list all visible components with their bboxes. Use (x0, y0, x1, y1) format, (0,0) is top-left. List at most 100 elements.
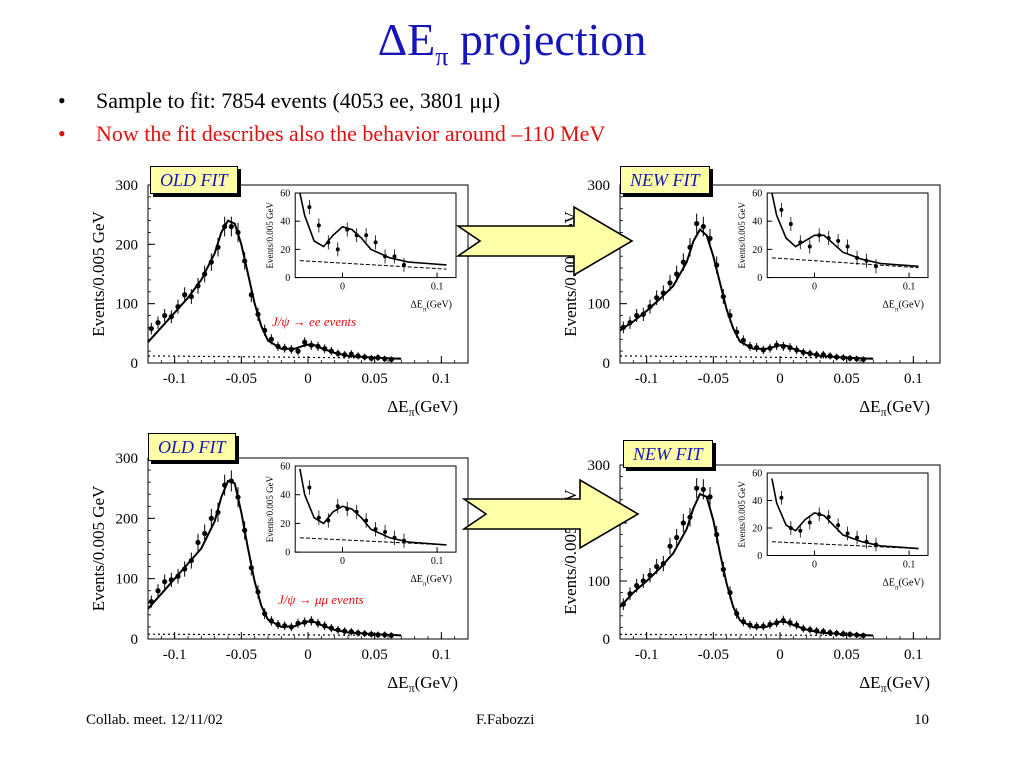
inset-y-tick-label: 40 (280, 490, 290, 501)
inset-x-axis-label-unit: (GeV) (898, 300, 924, 311)
chart-svg: -0.1-0.0500.050.10100200300Events/0.005 … (561, 178, 941, 419)
inset-y-tick-label: 20 (280, 245, 290, 256)
x-axis-label-main: ΔE (387, 673, 408, 692)
data-point (235, 494, 241, 500)
data-point (747, 622, 753, 628)
data-point (840, 631, 846, 637)
inset-data-point (345, 227, 350, 232)
data-point (175, 304, 181, 310)
data-point (208, 259, 214, 265)
inset-data-point (335, 247, 340, 252)
data-point (667, 280, 673, 286)
data-point (342, 352, 348, 358)
inset-data-point (364, 518, 369, 523)
data-point (714, 532, 720, 538)
data-point (807, 350, 813, 357)
bullet-fit-behavior: Now the fit describes also the behavior … (58, 117, 605, 150)
data-point (787, 620, 793, 626)
inset-data-point (873, 264, 878, 269)
inset-data-point (345, 507, 350, 512)
inset-data-point (779, 495, 784, 500)
x-tick-label: 0.05 (834, 647, 860, 663)
inset-fit-curve (771, 192, 919, 268)
x-tick-label: 0.1 (904, 371, 923, 387)
inset-x-tick-label: 0.1 (431, 556, 444, 567)
inset-data-point (817, 512, 822, 517)
y-tick-label: 0 (603, 356, 611, 372)
title-rest: projection (448, 14, 647, 65)
data-point (182, 566, 188, 572)
data-point (368, 631, 374, 637)
inset-y-tick-label: 0 (285, 273, 290, 284)
inset-x-tick-label: 0.1 (903, 282, 916, 293)
inset-data-point (873, 542, 878, 547)
data-point (375, 632, 381, 638)
inset-x-axis-label-unit: (GeV) (426, 300, 452, 311)
data-point (248, 565, 254, 571)
data-point (654, 563, 660, 570)
y-tick-label: 100 (116, 297, 139, 313)
inset-y-tick-label: 20 (280, 519, 290, 530)
arrow-icon-top (456, 205, 634, 277)
data-point (222, 482, 228, 488)
inset-x-axis-label: ΔEπ(GeV) (882, 300, 924, 314)
data-point (148, 325, 154, 332)
data-point (727, 590, 733, 596)
data-point (348, 351, 354, 357)
data-point (322, 346, 328, 352)
inset-x-axis-label-main: ΔE (410, 300, 423, 311)
x-axis-label-sub: π (409, 405, 415, 419)
inset-data-point (307, 485, 312, 490)
data-point (794, 347, 800, 353)
data-point (760, 347, 766, 353)
inset-data-point (807, 244, 812, 249)
data-point (647, 572, 653, 578)
inset-x-tick-label: 0 (812, 559, 817, 570)
x-axis-label-unit: (GeV) (415, 397, 458, 416)
bullet-list: Sample to fit: 7854 events (4053 ee, 380… (58, 84, 605, 150)
inset-frame (294, 465, 457, 553)
inset-x-tick-label: 0.1 (431, 282, 444, 293)
data-point (308, 618, 314, 624)
data-point (674, 271, 680, 277)
data-point (680, 520, 686, 526)
data-point (767, 345, 773, 351)
data-point (195, 539, 201, 546)
data-point (168, 577, 174, 583)
data-point (308, 342, 314, 348)
inset-background-line (771, 257, 919, 269)
bullet-sample: Sample to fit: 7854 events (4053 ee, 380… (58, 84, 605, 117)
y-tick-label: 300 (588, 458, 611, 474)
data-point (814, 352, 820, 358)
data-point (195, 283, 201, 289)
x-tick-label: -0.05 (226, 371, 257, 387)
y-tick-label: 0 (603, 632, 611, 648)
inset-fit-curve (771, 478, 919, 550)
data-point (720, 566, 726, 572)
x-axis-label: ΔEπ(GeV) (387, 673, 458, 695)
data-point (188, 293, 194, 300)
inset-data-point (788, 222, 793, 227)
inset-x-tick-label: 0 (340, 556, 345, 567)
data-point (640, 311, 646, 317)
inset-y-tick-label: 40 (280, 217, 290, 228)
data-point (734, 610, 740, 617)
inset-data-point (864, 539, 869, 544)
x-axis-label-sub: π (409, 681, 415, 695)
inset-x-axis-label-main: ΔE (410, 574, 423, 585)
inset-data-point (864, 258, 869, 263)
data-point (814, 628, 820, 634)
data-point (328, 348, 334, 354)
data-point (620, 601, 626, 607)
inset-data-point (354, 509, 359, 514)
inset-data-point (798, 240, 803, 245)
chart-mumu-old: -0.1 -0.05 0 0.05 0.1 0 100 200 300 Events/0.005 … (88, 448, 488, 696)
data-point (634, 583, 640, 589)
inset-x-tick-label: 0.1 (903, 559, 916, 570)
y-tick-label: 0 (131, 632, 139, 648)
data-point (700, 486, 706, 492)
inset-y-tick-label: 60 (280, 462, 290, 473)
x-axis-label-main: ΔE (387, 397, 408, 416)
old-fit-label-top: OLD FIT (150, 166, 238, 194)
data-point (388, 356, 394, 363)
